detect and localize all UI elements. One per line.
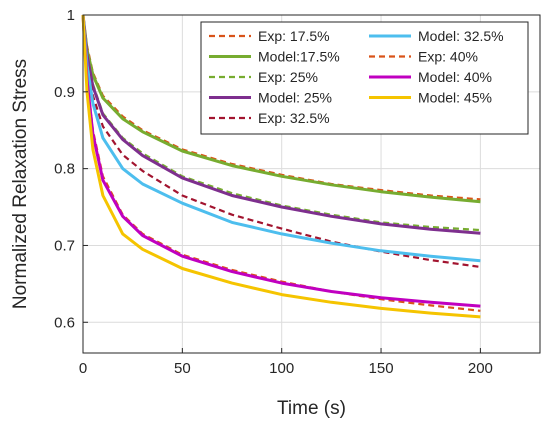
plot-frame	[82, 14, 541, 354]
y-tick-label: 0.8	[54, 161, 75, 178]
series-line-8	[81, 14, 481, 308]
x-tick-label: 0	[79, 360, 87, 377]
series-line-2	[81, 14, 481, 204]
legend-label-6: Model: 32.5%	[418, 28, 504, 44]
series-line-4	[81, 14, 481, 235]
y-tick-label: 1	[67, 7, 75, 24]
legend-label-3: Exp: 25%	[258, 69, 318, 85]
legend: Exp: 17.5% Model:17.5% Exp: 25% Model: 25% E…	[200, 21, 529, 135]
x-tick-label: 200	[468, 360, 493, 377]
legend-label-7: Exp: 40%	[418, 49, 478, 65]
legend-box	[200, 21, 529, 135]
y-axis-title: Normalized Relaxation Stress	[10, 59, 31, 309]
ticks: 0 50 100 150 200 0.6 0.7 0.8 0.9 1	[54, 7, 493, 377]
x-tick-label: 50	[174, 360, 191, 377]
x-tick-label: 100	[269, 360, 294, 377]
x-tick-label: 150	[369, 360, 394, 377]
series-line-9	[81, 14, 481, 319]
series-layer	[81, 14, 481, 319]
legend-label-4: Model: 25%	[258, 90, 332, 106]
y-tick-label: 0.6	[54, 314, 75, 331]
legend-label-9: Model: 45%	[418, 90, 492, 106]
legend-label-5: Exp: 32.5%	[258, 110, 330, 126]
y-tick-label: 0.9	[54, 84, 75, 101]
y-tick-label: 0.7	[54, 237, 75, 254]
x-axis-title: Time (s)	[277, 398, 346, 419]
series-line-6	[81, 14, 481, 263]
legend-label-2: Model:17.5%	[258, 49, 340, 65]
legend-label-1: Exp: 17.5%	[258, 28, 330, 44]
legend-label-8: Model: 40%	[418, 69, 492, 85]
